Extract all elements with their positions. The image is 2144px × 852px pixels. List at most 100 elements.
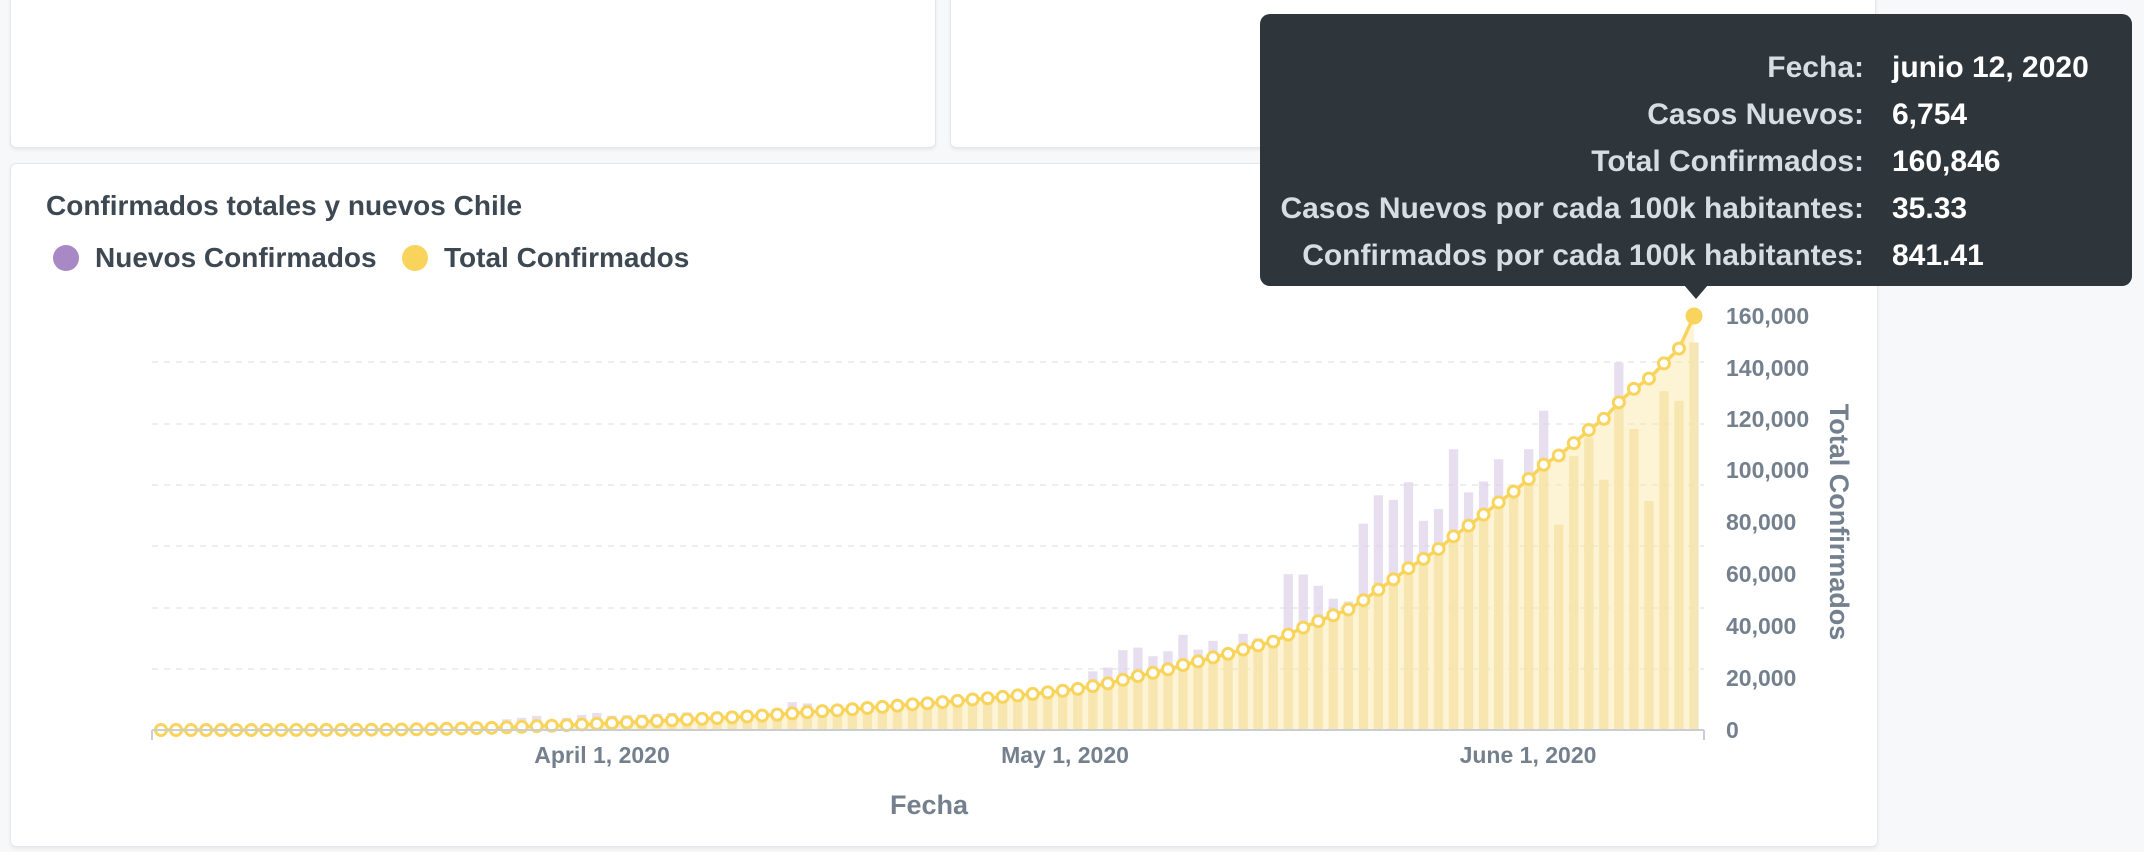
new-cases-bar [1208,657,1218,730]
total-point [1100,676,1115,691]
total-point [770,707,785,722]
new-cases-bar [1478,514,1489,730]
tooltip-value: 6,754 [1892,98,1968,131]
y-tick-label: 100,000 [1726,457,1809,483]
total-point [1386,572,1401,587]
axes: April 1, 2020 May 1, 2020 June 1, 2020 0 20,… [151,303,1854,820]
total-point [890,698,905,713]
tooltip-arrow-icon [1684,285,1708,299]
new-cases-bar [937,702,948,730]
tooltip-row-total-per-100k: Confirmados por cada 100k habitantes: 84… [1260,239,2132,286]
new-cases-bar [1013,697,1023,730]
new-cases-bar [1313,621,1323,730]
new-cases-bar [952,702,963,730]
tooltip-key: Confirmados por cada 100k habitantes: [1302,239,1864,272]
total-point [1085,679,1100,694]
new-cases-bar [802,712,812,730]
new-cases-bar [1088,686,1098,730]
legend-item-new-confirmed[interactable]: Nuevos Confirmados [53,242,377,274]
new-cases-bar [1238,649,1248,730]
total-point [1641,371,1656,386]
total-point [1656,356,1671,371]
new-cases-bar [1058,693,1068,730]
new-cases-bar [862,707,873,730]
tooltip-value: junio 12, 2020 [1892,51,2089,84]
total-point [815,704,830,719]
tooltip-value: 35.33 [1892,192,1968,225]
new-cases-bar [1463,492,1474,526]
total-point [1521,472,1536,487]
new-cases-bar [1208,640,1218,658]
total-point [935,695,950,710]
total-point [1236,642,1251,657]
total-point [920,696,935,711]
total-point [1611,395,1626,410]
new-cases-bar [1163,669,1173,730]
new-cases-bar [1343,609,1353,730]
legend-item-total-confirmed[interactable]: Total Confirmados [402,242,689,274]
total-point [860,700,875,715]
new-cases-bar [817,711,827,730]
top-left-card [10,0,936,148]
tooltip: Fecha: junio 12, 2020 Casos Nuevos: 6,75… [1260,14,2132,286]
y-tick-label: 60,000 [1726,561,1796,587]
total-point [1160,662,1175,677]
chart-title: Confirmados totales y nuevos Chile [46,190,523,221]
total-point [965,692,980,707]
total-point [1596,411,1611,426]
new-cases-bar [1283,574,1293,635]
total-point [1206,650,1221,665]
total-point [439,721,454,736]
total-point [574,717,589,732]
total-point [1401,561,1416,576]
new-cases-bar [1659,391,1669,730]
new-cases-bar [907,704,918,730]
total-point [484,720,499,735]
total-point [725,710,740,725]
y-tick-label: 40,000 [1726,613,1796,639]
new-cases-bar [1418,520,1429,559]
total-point [1416,551,1431,566]
x-axis-label: Fecha [890,790,969,820]
total-point [1476,507,1491,522]
total-point [1191,654,1206,669]
y-tick-label: 0 [1726,717,1739,743]
new-cases-bar [1644,500,1654,730]
new-cases-bar [1358,523,1369,601]
new-cases-bar [1463,525,1474,730]
new-cases-bar [1268,644,1278,730]
new-cases-bar [1524,479,1534,730]
tooltip-key: Casos Nuevos: [1647,98,1864,131]
new-cases-bar [1373,589,1384,730]
total-point [740,709,755,724]
total-point [1055,683,1070,698]
new-cases-bar [1418,558,1429,730]
y-tick-label: 160,000 [1726,303,1809,329]
new-cases-bar [1133,647,1143,677]
total-point [1371,582,1386,597]
total-point [619,715,634,730]
total-point [800,705,815,720]
new-cases-bar [1388,579,1399,730]
legend-label-new-confirmed: Nuevos Confirmados [95,242,377,273]
new-cases-bar [1358,600,1369,730]
y-tick-label: 80,000 [1726,509,1796,535]
total-point [1040,685,1055,700]
tooltip-key: Casos Nuevos por cada 100k habitantes: [1280,192,1864,225]
total-point [785,706,800,721]
new-cases-bar [1403,568,1414,730]
total-point [454,721,469,736]
legend-label-total-confirmed: Total Confirmados [444,242,690,273]
new-cases-bar [1328,598,1338,616]
new-cases-bar [1448,536,1459,730]
x-tick-label: May 1, 2020 [1001,742,1129,768]
new-cases-bar [1599,479,1609,730]
total-point [1536,457,1551,472]
total-point [875,699,890,714]
total-point [1446,529,1461,544]
tooltip-key: Fecha: [1767,51,1864,84]
total-point [1671,341,1686,356]
total-point [1145,665,1160,680]
new-cases-bar [1163,651,1173,670]
new-cases-bar [757,715,767,730]
